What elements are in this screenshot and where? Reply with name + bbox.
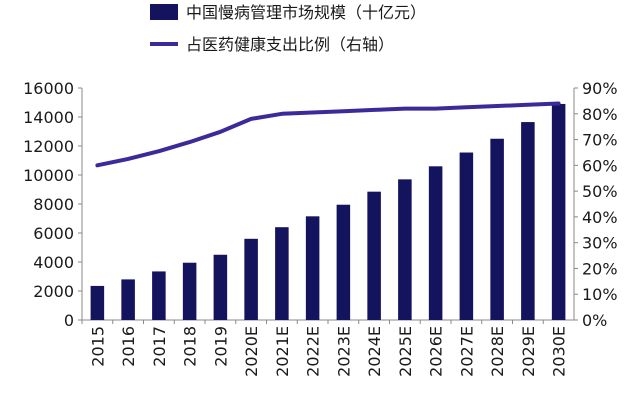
- plot-area: 0 2000 4000 6000 8000 10000 12000 14000 16000 0% 1…: [23, 79, 617, 377]
- left-axis-tick-label: 8000: [33, 195, 74, 214]
- bar: [336, 204, 351, 320]
- left-axis-tick-label: 16000: [23, 79, 74, 98]
- x-axis-tick-label: 2025E: [396, 326, 415, 377]
- legend: 中国慢病管理市场规模（十亿元） 占医药健康支出比例（右轴）: [150, 3, 426, 54]
- right-axis-tick-label: 90%: [582, 79, 618, 98]
- legend-bar-label: 中国慢病管理市场规模（十亿元）: [186, 3, 426, 22]
- bar: [398, 179, 412, 320]
- right-axis-tick-label: 80%: [582, 105, 618, 124]
- ratio-line: [95, 101, 561, 168]
- x-axis-tick-label: 2018: [181, 326, 200, 367]
- right-axis-tick-label: 40%: [582, 208, 618, 227]
- left-axis-tick-label: 4000: [33, 253, 74, 272]
- bar: [459, 152, 474, 320]
- bar: [490, 138, 504, 320]
- left-axis-tick-label: 2000: [33, 282, 74, 301]
- bar: [367, 191, 381, 320]
- legend-item-bar: 中国慢病管理市场规模（十亿元）: [150, 3, 426, 22]
- right-axis-tick-label: 30%: [582, 234, 618, 253]
- bar: [182, 262, 197, 320]
- bar: [244, 238, 258, 320]
- bar: [275, 227, 289, 320]
- x-axis-tick-label: 2026E: [427, 326, 446, 377]
- bar: [121, 279, 135, 320]
- bar: [521, 122, 535, 320]
- x-axis-tick-label: 2028E: [488, 326, 507, 377]
- x-axis-tick-label: 2021E: [273, 326, 292, 377]
- left-axis-tick-label: 14000: [23, 108, 74, 127]
- x-axis-tick-label: 2027E: [457, 326, 476, 377]
- bar: [213, 254, 228, 320]
- right-axis-tick-label: 20%: [582, 259, 618, 278]
- x-axis-tick-label: 2015: [88, 326, 107, 367]
- legend-item-line: 占医药健康支出比例（右轴）: [150, 35, 394, 54]
- bar: [90, 285, 105, 320]
- x-axis-tick-label: 2016: [119, 326, 138, 367]
- x-axis-tick-label: 2017: [150, 326, 169, 367]
- right-axis-tick-label: 10%: [582, 285, 618, 304]
- x-axis-tick-label: 2029E: [519, 326, 538, 377]
- x-axis-tick-label: 2030E: [550, 326, 569, 377]
- left-axis-tick-label: 0: [64, 311, 74, 330]
- bar: [305, 216, 320, 320]
- bar: [551, 103, 566, 320]
- x-axis-tick-label: 2020E: [242, 326, 261, 377]
- right-axis-tick-label: 60%: [582, 156, 618, 175]
- x-axis-tick-label: 2023E: [334, 326, 353, 377]
- x-axis-tick-label: 2024E: [365, 326, 384, 377]
- x-axis-tick-label: 2022E: [304, 326, 323, 377]
- left-axis-tick-label: 6000: [33, 224, 74, 243]
- right-axis-tick-label: 0%: [582, 311, 607, 330]
- bar: [428, 166, 443, 320]
- right-axis-tick-label: 70%: [582, 131, 618, 150]
- right-axis-tick-label: 50%: [582, 182, 618, 201]
- bar: [152, 271, 166, 320]
- x-axis-tick-label: 2019: [211, 326, 230, 367]
- left-axis-tick-label: 10000: [23, 166, 74, 185]
- legend-bar-swatch: [150, 4, 178, 20]
- left-axis-tick-label: 12000: [23, 137, 74, 156]
- legend-line-label: 占医药健康支出比例（右轴）: [186, 35, 394, 54]
